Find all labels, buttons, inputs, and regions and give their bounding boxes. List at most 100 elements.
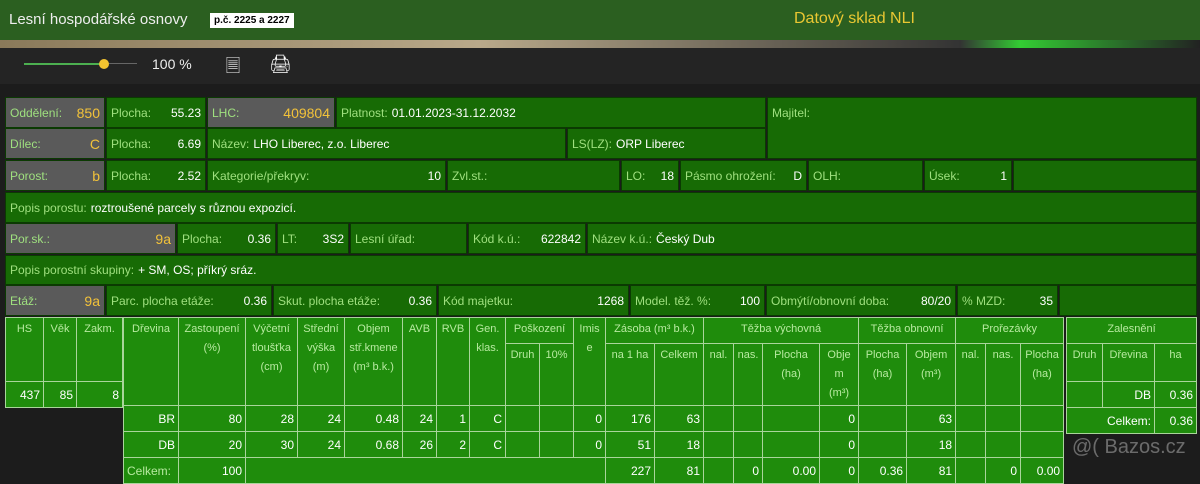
field-value: ORP Liberec bbox=[616, 136, 685, 151]
field-value: 18 bbox=[660, 168, 674, 183]
field-etaz: Etáž: 9a bbox=[5, 285, 105, 316]
total-label: Celkem: bbox=[1066, 407, 1155, 434]
empty-cell bbox=[1013, 160, 1197, 191]
table-row: DB 0.36 bbox=[1066, 381, 1197, 408]
col-vycetni: Výčetní tloušťka (cm) bbox=[245, 317, 298, 406]
cell bbox=[733, 431, 763, 458]
cell: 0.36 bbox=[858, 457, 908, 484]
col-rvb: RVB bbox=[436, 317, 470, 406]
cell: 81 bbox=[906, 457, 957, 484]
cell: 63 bbox=[654, 405, 704, 432]
cell bbox=[955, 405, 987, 432]
col-tezba-obnovni: Těžba obnovní bbox=[858, 317, 957, 344]
col-zasoba: Zásoba (m³ b.k.) bbox=[605, 317, 704, 344]
field-lesni-urad: Lesní úřad: bbox=[350, 223, 467, 254]
field-value: roztroušené parcely s různou expozicí. bbox=[90, 200, 297, 215]
field-value: 55.23 bbox=[170, 105, 201, 120]
cell: 0 bbox=[573, 431, 606, 458]
cell: BR bbox=[123, 405, 179, 432]
cell: C bbox=[469, 431, 506, 458]
cell bbox=[955, 457, 987, 484]
field-value: 0.36 bbox=[408, 293, 432, 308]
field-value: b bbox=[92, 167, 100, 184]
cell bbox=[955, 431, 987, 458]
cell bbox=[505, 405, 540, 432]
cell: 63 bbox=[906, 405, 957, 432]
cell bbox=[703, 405, 734, 432]
field-value: 1 bbox=[1000, 168, 1007, 183]
field-majitel: Majitel: bbox=[767, 97, 1197, 159]
field-kod-ku: Kód k.ú.: 622842 bbox=[468, 223, 586, 254]
cell: 28 bbox=[245, 405, 298, 432]
cell: DB bbox=[123, 431, 179, 458]
cell bbox=[985, 405, 1022, 432]
cell bbox=[245, 457, 606, 484]
field-label: LS(LZ): bbox=[572, 136, 613, 151]
col-objem-m3: Objem (m³) bbox=[906, 343, 957, 406]
field-value: 6.69 bbox=[177, 136, 201, 151]
afforestation-title: Zalesnění bbox=[1066, 317, 1197, 344]
field-mzd: % MZD: 35 bbox=[957, 285, 1058, 316]
cell: 26 bbox=[402, 431, 437, 458]
field-value: 409804 bbox=[283, 104, 330, 121]
afforestation-table: Zalesnění Druh Dřevina ha DB 0.36 Celkem: 0.… bbox=[1066, 317, 1197, 434]
cell bbox=[703, 457, 734, 484]
field-label: LO: bbox=[626, 168, 646, 183]
col-prorezavky: Prořezávky bbox=[955, 317, 1065, 344]
zoom-slider-track[interactable] bbox=[24, 63, 104, 65]
field-value: C bbox=[89, 135, 100, 152]
col-plocha: Plocha (ha) bbox=[762, 343, 820, 406]
field-label: Skut. plocha etáže: bbox=[278, 293, 381, 308]
parcel-tag: p.č. 2225 a 2227 bbox=[210, 13, 294, 28]
col-druh: Druh bbox=[505, 343, 540, 406]
col-zakm: Zakm. bbox=[76, 317, 123, 382]
field-lhc: LHC: 409804 bbox=[207, 97, 335, 128]
field-label: Název k.ú.: bbox=[592, 231, 653, 246]
field-label: Kód k.ú.: bbox=[473, 231, 521, 246]
field-value: 9a bbox=[155, 230, 171, 247]
cell: 0.36 bbox=[1154, 407, 1197, 434]
field-label: Úsek: bbox=[929, 168, 960, 183]
col-drevina: Dřevina bbox=[123, 317, 179, 406]
field-label: Por.sk.: bbox=[10, 231, 51, 246]
total-row: Celkem: 0.36 bbox=[1066, 407, 1197, 434]
field-value: 2.52 bbox=[177, 168, 201, 183]
zoom-slider-rest[interactable] bbox=[104, 63, 137, 64]
field-label: Obmýtí/obnovní doba: bbox=[771, 293, 890, 308]
field-plocha2: Plocha: 6.69 bbox=[106, 128, 206, 159]
field-value: Český Dub bbox=[656, 231, 715, 246]
field-label: Popis porostní skupiny: bbox=[10, 263, 135, 277]
cell: 0 bbox=[733, 457, 763, 484]
cell: 18 bbox=[654, 431, 704, 458]
field-value: 100 bbox=[739, 293, 760, 308]
field-label: Plocha: bbox=[111, 168, 152, 183]
cell: 30 bbox=[245, 431, 298, 458]
col-nas: nas. bbox=[733, 343, 763, 406]
field-label: Pásmo ohrožení: bbox=[685, 168, 776, 183]
notes-icon[interactable]: 🗏 bbox=[225, 56, 241, 76]
field-porsk: Por.sk.: 9a bbox=[5, 223, 176, 254]
cell bbox=[1066, 381, 1103, 408]
print-icon[interactable]: 🖨 bbox=[269, 54, 292, 74]
cell: DB bbox=[1102, 381, 1155, 408]
cell bbox=[505, 431, 540, 458]
col-na1ha: na 1 ha bbox=[605, 343, 655, 406]
cell: 24 bbox=[297, 431, 345, 458]
field-value: 80/20 bbox=[920, 293, 951, 308]
col-nal: nal. bbox=[703, 343, 734, 406]
zoom-slider-handle[interactable] bbox=[99, 59, 109, 69]
stand-table: HS Věk Zakm. 437 85 8 bbox=[5, 317, 123, 408]
col-hs: HS bbox=[5, 317, 44, 382]
field-label: LT: bbox=[282, 231, 298, 246]
cell: 0 bbox=[818, 457, 860, 484]
field-value: 10 bbox=[427, 168, 441, 183]
cell: 176 bbox=[605, 405, 655, 432]
col-celkem: Celkem bbox=[654, 343, 704, 406]
field-zvlst: Zvl.st.: bbox=[447, 160, 620, 191]
cell bbox=[858, 431, 908, 458]
field-value: LHO Liberec, z.o. Liberec bbox=[253, 136, 390, 151]
cell bbox=[1020, 431, 1065, 458]
cell bbox=[539, 405, 574, 432]
field-skut: Skut. plocha etáže: 0.36 bbox=[273, 285, 437, 316]
col-objem: Objem stř.kmene (m³ b.k.) bbox=[344, 317, 403, 406]
